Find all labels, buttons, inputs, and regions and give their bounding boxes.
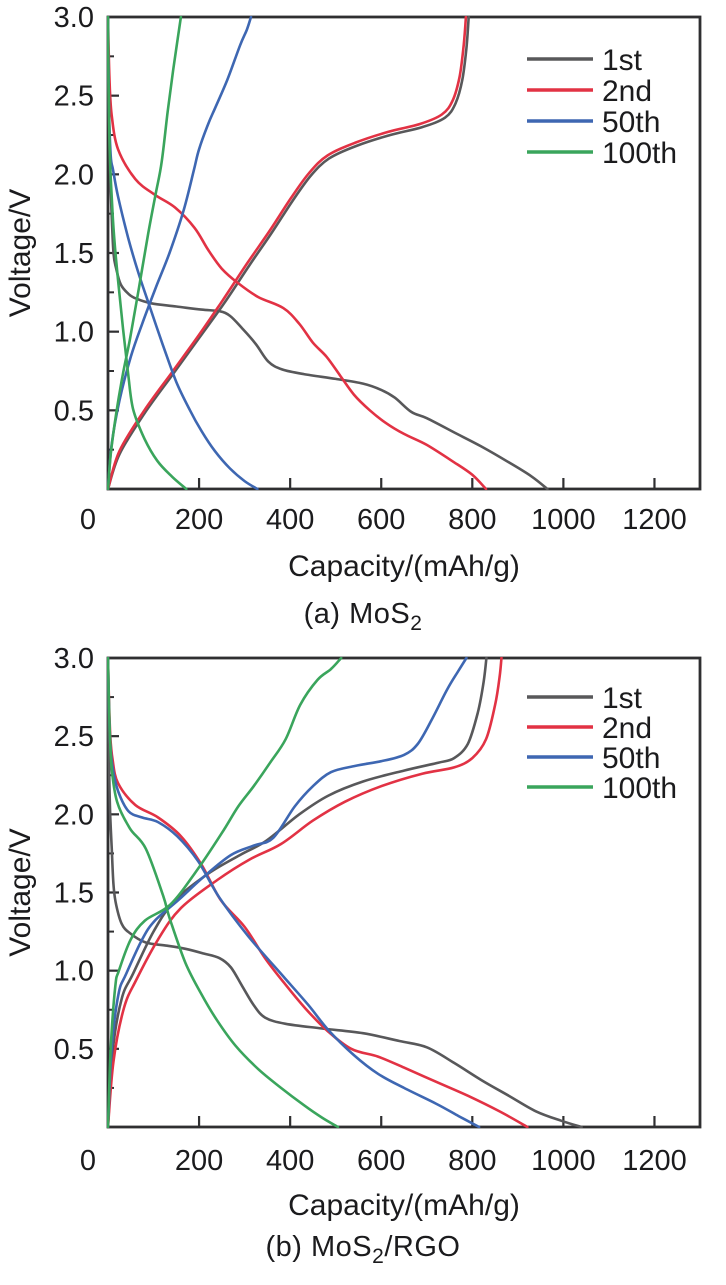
series-100th-charge [107,16,183,490]
caption-b-subscript: 2 [372,1244,385,1268]
series-1st-discharge [107,16,549,490]
series-2nd-discharge [107,16,488,490]
series-group [107,657,583,1128]
legend-label-100th: 100th [602,137,677,170]
series-50th-charge [107,657,468,1128]
legend-label-50th: 50th [602,106,660,139]
caption-a-prefix: (a) MoS [303,598,411,630]
series-100th-discharge [107,16,188,490]
legend-label-50th: 50th [602,742,660,775]
axis-tick-labels: 0 200 400 600 800 1000 1200 0.5 1.0 1.5 2.0 2.5 3.0 [54,643,687,1177]
y-axis-title: Voltage/V [4,189,37,317]
series-1st-charge [107,657,488,1128]
series-100th-discharge [107,657,340,1128]
x-tick-label: 1000 [531,1145,596,1177]
legend-label-2nd: 2nd [602,75,652,108]
y-axis-title: Voltage/V [4,828,37,956]
legend-label-2nd: 2nd [602,712,652,745]
caption-a-subscript: 2 [410,611,423,635]
series-1st-charge [107,16,470,490]
x-tick-label: 1200 [622,504,687,536]
series-50th-charge [107,16,253,490]
y-tick-label: 3.0 [54,643,94,675]
chart-mos2-svg: 0 200 400 600 800 1000 1200 0.5 1.0 1.5 2.0 2.5 3.0 1… [4,2,702,583]
x-tick-label: 600 [357,1145,405,1177]
y-tick-label: 0.5 [54,1034,94,1066]
x-tick-label: 200 [175,1145,223,1177]
legend-label-1st: 1st [602,44,643,77]
legend-label-1st: 1st [602,682,643,715]
x-axis-title: Capacity/(mAh/g) [288,1189,520,1222]
series-50th-discharge [107,16,259,490]
legend-label-100th: 100th [602,772,677,805]
axis-tick-labels: 0 200 400 600 800 1000 1200 0.5 1.0 1.5 2.0 2.5 3.0 [54,2,687,536]
y-tick-label: 1.0 [54,956,94,988]
x-tick-label: 800 [448,1145,496,1177]
x-tick-label: 600 [357,504,405,536]
y-tick-label: 3.0 [54,2,94,34]
x-tick-label: 0 [80,1145,96,1177]
y-tick-label: 2.5 [54,721,94,753]
chart-mos2-rgo-svg: 0 200 400 600 800 1000 1200 0.5 1.0 1.5 2.0 2.5 3.0 1… [4,643,702,1222]
y-tick-label: 2.5 [54,81,94,113]
series-2nd-charge [107,16,468,490]
caption-mos2-rgo: (b) MoS2/RGO [0,1225,726,1270]
series-1st-discharge [107,657,583,1128]
x-tick-label: 800 [448,504,496,536]
x-tick-label: 200 [175,504,223,536]
y-tick-label: 1.0 [54,317,94,349]
series-2nd-discharge [107,657,529,1128]
caption-b-suffix: /RGO [384,1231,461,1263]
x-axis-title: Capacity/(mAh/g) [288,550,520,583]
figure-mos2: 0 200 400 600 800 1000 1200 0.5 1.0 1.5 2.0 2.5 3.0 1… [0,0,726,640]
y-tick-label: 1.5 [54,238,94,270]
caption-b-prefix: (b) MoS [265,1231,373,1263]
x-tick-label: 1000 [531,504,596,536]
series-100th-charge [107,657,343,1128]
y-tick-label: 2.0 [54,799,94,831]
caption-mos2: (a) MoS2 [0,592,726,637]
x-tick-label: 1200 [622,1145,687,1177]
y-tick-label: 0.5 [54,395,94,427]
figure-mos2-rgo: 0 200 400 600 800 1000 1200 0.5 1.0 1.5 2.0 2.5 3.0 1… [0,640,726,1285]
series-50th-discharge [107,657,481,1128]
series-2nd-charge [107,657,503,1128]
x-tick-label: 400 [266,504,314,536]
x-tick-label: 400 [266,1145,314,1177]
y-tick-label: 1.5 [54,878,94,910]
x-tick-label: 0 [80,504,96,536]
series-group [107,16,549,490]
y-tick-label: 2.0 [54,159,94,191]
